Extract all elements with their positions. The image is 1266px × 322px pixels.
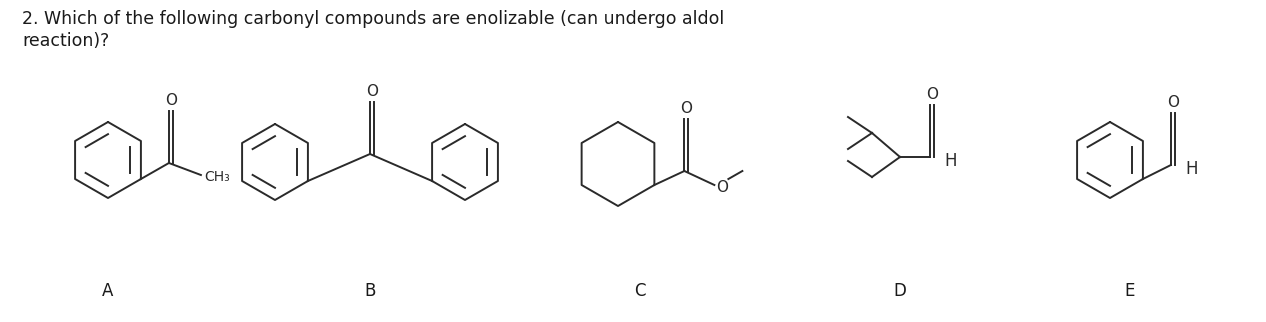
Text: D: D (894, 282, 906, 300)
Text: C: C (634, 282, 646, 300)
Text: O: O (366, 84, 379, 99)
Text: O: O (717, 179, 728, 194)
Text: O: O (1167, 95, 1179, 110)
Text: O: O (680, 101, 693, 116)
Text: CH₃: CH₃ (204, 170, 229, 184)
Text: O: O (165, 93, 177, 108)
Text: E: E (1124, 282, 1136, 300)
Text: B: B (365, 282, 376, 300)
Text: H: H (944, 152, 957, 170)
Text: A: A (103, 282, 114, 300)
Text: O: O (925, 87, 938, 102)
Text: H: H (1185, 160, 1198, 178)
Text: reaction)?: reaction)? (22, 32, 109, 50)
Text: 2. Which of the following carbonyl compounds are enolizable (can undergo aldol: 2. Which of the following carbonyl compo… (22, 10, 724, 28)
